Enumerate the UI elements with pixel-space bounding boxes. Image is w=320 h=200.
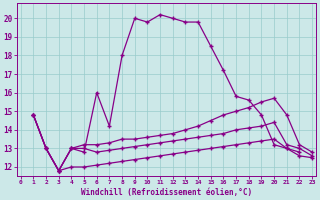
- X-axis label: Windchill (Refroidissement éolien,°C): Windchill (Refroidissement éolien,°C): [81, 188, 252, 197]
